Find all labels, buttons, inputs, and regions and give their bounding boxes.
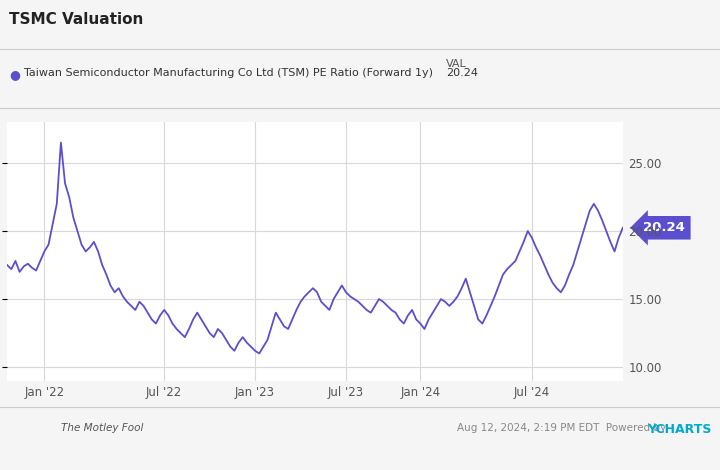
Text: VAL: VAL	[446, 59, 467, 69]
Text: The Motley Fool: The Motley Fool	[61, 423, 143, 433]
Text: 20.24: 20.24	[644, 221, 685, 234]
Text: ●: ●	[9, 68, 20, 81]
Text: TSMC Valuation: TSMC Valuation	[9, 12, 143, 27]
Text: Taiwan Semiconductor Manufacturing Co Ltd (TSM) PE Ratio (Forward 1y): Taiwan Semiconductor Manufacturing Co Lt…	[24, 68, 433, 78]
Text: 20.24: 20.24	[446, 68, 478, 78]
Text: Aug 12, 2024, 2:19 PM EDT  Powered by: Aug 12, 2024, 2:19 PM EDT Powered by	[457, 423, 666, 433]
Text: YCHARTS: YCHARTS	[647, 423, 711, 436]
